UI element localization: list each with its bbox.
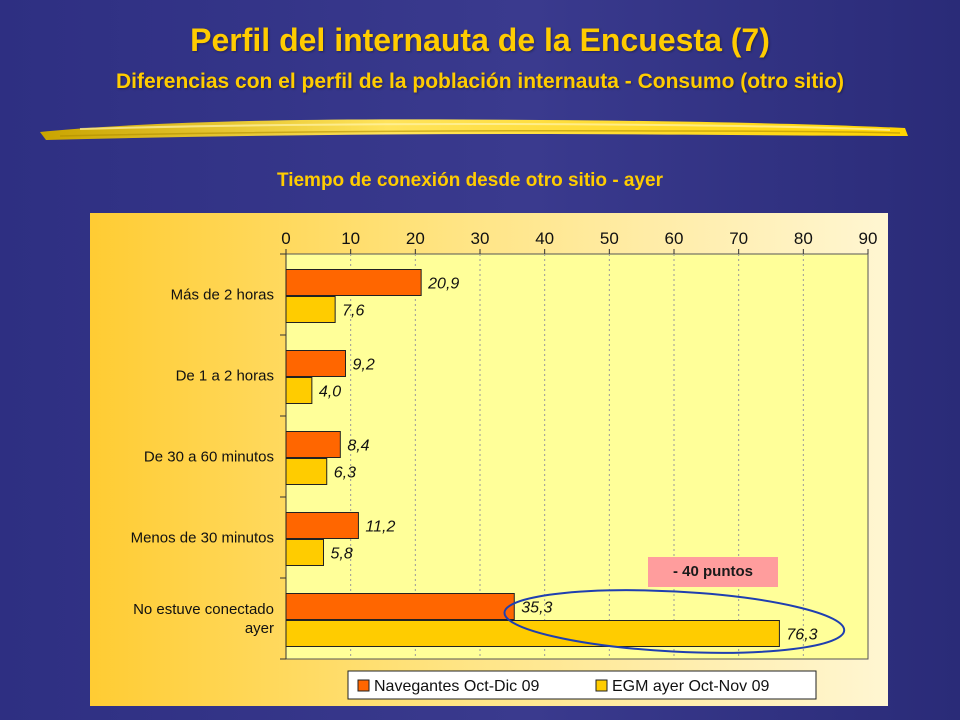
legend-label: EGM ayer Oct-Nov 09 xyxy=(612,678,769,695)
bar-egm xyxy=(285,539,325,566)
slide-subtitle: Diferencias con el perfil de la població… xyxy=(115,70,845,93)
bar-navegantes xyxy=(285,269,422,296)
x-tick-label: 30 xyxy=(471,229,490,248)
bar-chart: 0 10 20 30 40 50 60 70 80 90 Más de 2 horas 20,9 7,6… xyxy=(131,229,878,700)
data-label: 76,3 xyxy=(786,627,817,644)
legend-label: Navegantes Oct-Dic 09 xyxy=(374,678,540,695)
x-tick-label: 80 xyxy=(794,229,813,248)
bar-egm xyxy=(285,296,336,323)
bar-egm xyxy=(285,458,328,485)
data-label: 11,2 xyxy=(365,519,395,536)
x-tick-label: 20 xyxy=(406,229,425,248)
x-tick-label: 50 xyxy=(600,229,619,248)
x-tick-label: 60 xyxy=(665,229,684,248)
bar-navegantes xyxy=(285,593,515,620)
data-label: 6,3 xyxy=(334,465,356,482)
x-tick-label: 0 xyxy=(281,229,290,248)
bar-egm xyxy=(285,620,780,647)
difference-callout: - 40 puntos xyxy=(648,557,778,587)
category-label: No estuve conectado ayer xyxy=(133,601,274,637)
legend-swatch xyxy=(595,679,608,692)
legend xyxy=(347,670,817,700)
category-label: De 1 a 2 horas xyxy=(176,368,274,385)
bar-egm xyxy=(285,377,313,404)
data-label: 7,6 xyxy=(342,303,364,320)
x-tick-label: 70 xyxy=(729,229,748,248)
data-label: 8,4 xyxy=(347,438,369,455)
data-label: 4,0 xyxy=(319,384,341,401)
slide-title: Perfil del internauta de la Encuesta (7) xyxy=(190,22,770,58)
x-tick-label: 40 xyxy=(535,229,554,248)
highlight-ellipse xyxy=(503,589,846,654)
legend-swatch xyxy=(357,679,370,692)
category-label: Menos de 30 minutos xyxy=(131,530,274,547)
x-tick-label: 10 xyxy=(341,229,360,248)
bar-navegantes xyxy=(285,431,341,458)
data-label: 20,9 xyxy=(427,276,459,293)
brush-stroke-divider xyxy=(40,119,908,140)
bar-navegantes xyxy=(285,512,359,539)
data-label: 35,3 xyxy=(521,600,552,617)
data-label: 5,8 xyxy=(331,546,353,563)
category-label: Más de 2 horas xyxy=(171,287,274,304)
chart-title: Tiempo de conexión desde otro sitio - ay… xyxy=(276,170,664,191)
data-label: 9,2 xyxy=(352,357,374,374)
chart-panel: 0 10 20 30 40 50 60 70 80 90 Más de 2 horas 20,9 7,6… xyxy=(90,213,888,706)
x-tick-label: 90 xyxy=(859,229,878,248)
bar-navegantes xyxy=(285,350,346,377)
category-label: De 30 a 60 minutos xyxy=(144,449,274,466)
